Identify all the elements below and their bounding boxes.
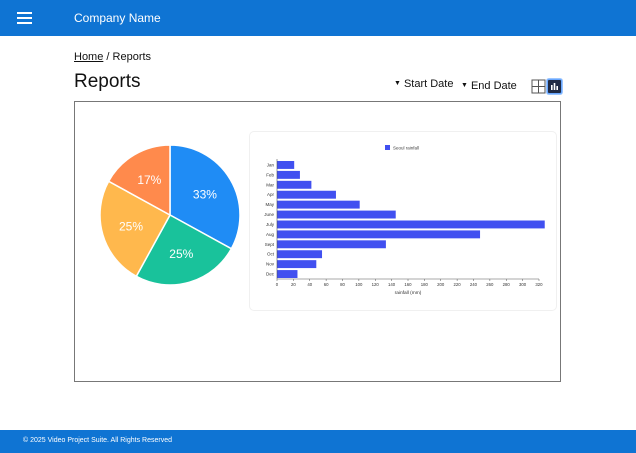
x-tick-label: 220	[454, 282, 462, 287]
category-label: May	[265, 202, 274, 207]
start-date-label: Start Date	[403, 78, 454, 90]
category-label: Feb	[266, 172, 274, 177]
x-tick-label: 120	[372, 282, 380, 287]
x-tick-label: 180	[421, 282, 429, 287]
breadcrumb-home-link[interactable]: Home	[74, 51, 104, 63]
chart-view-button[interactable]	[547, 79, 562, 94]
category-label: Jan	[267, 162, 275, 167]
category-label: June	[264, 212, 274, 217]
end-date-button[interactable]: ▼ End Date	[461, 80, 517, 92]
bar-chart-card: Seoul rainfall Jan Feb Mar Apr May June July Aug…	[249, 131, 557, 311]
bar	[277, 161, 295, 169]
pie-slice-label: 17%	[137, 173, 161, 187]
caret-down-icon: ▼	[394, 80, 401, 87]
pie-slice	[107, 144, 171, 217]
bar	[277, 190, 336, 199]
bar	[277, 210, 396, 219]
x-tick-label: 20	[291, 282, 296, 287]
x-tick-label: 40	[307, 282, 312, 287]
pie-slice	[135, 213, 233, 286]
end-date-label: End Date	[470, 80, 517, 92]
x-tick-label: 60	[324, 282, 329, 287]
category-label: July	[266, 222, 275, 227]
grid-view-button[interactable]	[531, 79, 546, 94]
bar	[277, 200, 360, 209]
footer: © 2025 Video Project Suite. All Rights R…	[0, 430, 636, 453]
pie-chart: 33% 25% 25% 17%	[99, 144, 241, 286]
app-title: Company Name	[74, 11, 161, 25]
pie-slice	[99, 180, 172, 278]
category-label: Sept	[265, 242, 275, 247]
category-label: Oct	[267, 252, 275, 257]
bar	[277, 180, 312, 189]
x-tick-label: 280	[503, 282, 511, 287]
report-toolbar: ▼ Start Date ▼ End Date	[0, 78, 636, 98]
bar	[277, 170, 300, 179]
bar-chart-icon	[551, 83, 558, 90]
x-tick-label: 140	[388, 282, 396, 287]
category-label: Aug	[266, 232, 275, 237]
x-tick-label: 300	[519, 282, 527, 287]
bar	[277, 220, 545, 229]
grid-view-icon	[531, 79, 546, 94]
bar-chart-svg: Seoul rainfall Jan Feb Mar Apr May June July Aug…	[264, 145, 545, 296]
breadcrumb: Home / Reports	[74, 51, 151, 63]
category-label: Nov	[266, 262, 275, 267]
caret-down-icon: ▼	[461, 82, 468, 89]
x-tick-label: 80	[340, 282, 345, 287]
bar	[277, 270, 298, 278]
x-tick-label: 0	[276, 282, 279, 287]
x-tick-label: 260	[486, 282, 494, 287]
bar	[277, 260, 317, 269]
bar	[277, 250, 323, 259]
x-tick-label: 240	[470, 282, 478, 287]
breadcrumb-separator: /	[103, 51, 113, 63]
x-tick-label: 320	[535, 282, 543, 287]
legend-swatch	[385, 145, 390, 150]
category-label: Mar	[266, 182, 274, 187]
report-panel: 33% 25% 25% 17% Seoul rainfall Jan Feb Mar Apr M…	[74, 101, 561, 382]
hamburger-menu-icon[interactable]	[17, 10, 35, 26]
pie-slice-label: 25%	[169, 247, 193, 261]
breadcrumb-current: Reports	[112, 51, 152, 63]
start-date-button[interactable]: ▼ Start Date	[394, 78, 453, 90]
legend-label: Seoul rainfall	[393, 146, 419, 151]
x-tick-label: 160	[404, 282, 412, 287]
page-title: Reports	[74, 71, 141, 92]
pie-slice	[169, 144, 241, 250]
pie-slice-label: 25%	[119, 219, 143, 233]
bar	[277, 240, 386, 249]
x-tick-label: 200	[437, 282, 445, 287]
pie-chart-svg: 33% 25% 25% 17%	[99, 144, 241, 286]
app-bar: Company Name	[0, 0, 636, 36]
x-axis-title: rainfall (mm)	[395, 290, 422, 296]
footer-copyright: © 2025 Video Project Suite. All Rights R…	[23, 437, 172, 444]
bar	[277, 230, 481, 239]
category-label: Dec	[266, 272, 275, 277]
pie-slice-label: 33%	[193, 187, 217, 201]
x-tick-label: 100	[355, 282, 363, 287]
category-label: Apr	[267, 192, 275, 197]
